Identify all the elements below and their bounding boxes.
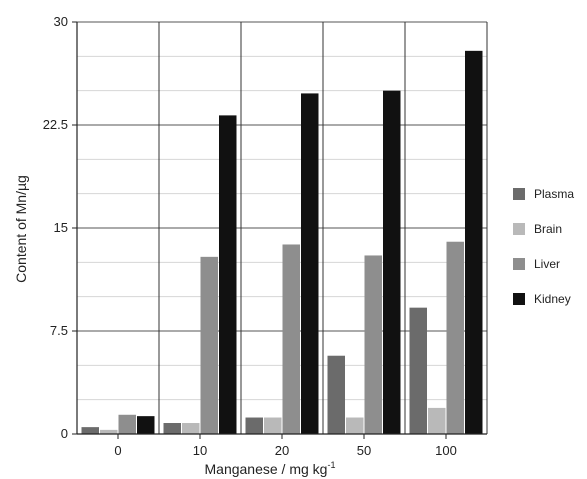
- legend-swatch: [513, 292, 525, 305]
- bar-liver-20: [282, 244, 300, 434]
- legend-label: Kidney: [534, 291, 571, 306]
- y-tick-label: 22.5: [43, 117, 68, 132]
- x-axis-label: Manganese / mg kg-1: [205, 460, 336, 477]
- bar-kidney-0: [137, 416, 155, 434]
- bar-brain-20: [264, 417, 282, 434]
- bar-brain-100: [428, 407, 446, 434]
- bar-plasma-50: [327, 355, 345, 434]
- legend-item-brain: Brain: [513, 221, 574, 236]
- bar-kidney-20: [301, 93, 319, 434]
- bar-kidney-10: [219, 115, 237, 435]
- y-tick-label: 0: [61, 426, 68, 441]
- x-tick-label: 50: [357, 443, 371, 458]
- bar-liver-0: [118, 414, 136, 434]
- bar-kidney-100: [465, 50, 483, 435]
- x-tick-label: 10: [193, 443, 207, 458]
- legend-swatch: [513, 257, 525, 270]
- bar-brain-50: [346, 417, 364, 434]
- bar-plasma-0: [81, 427, 99, 434]
- x-tick-label: 20: [275, 443, 289, 458]
- bar-liver-100: [446, 241, 464, 434]
- y-axis-label: Content of Mn/µg: [13, 175, 29, 283]
- x-axis-label-superscript: -1: [327, 460, 335, 470]
- bar-plasma-100: [409, 307, 427, 434]
- legend-swatch: [513, 187, 525, 200]
- bar-plasma-20: [245, 417, 263, 434]
- y-tick-label: 15: [54, 220, 68, 235]
- y-tick-label: 7.5: [50, 323, 68, 338]
- legend-swatch: [513, 222, 525, 235]
- bar-brain-10: [182, 423, 200, 434]
- axes: 0 7.5 15 22.5 30 0 10 20 50 100: [43, 14, 487, 458]
- legend-label: Plasma: [534, 186, 575, 201]
- legend-label: Brain: [534, 221, 563, 236]
- legend-label: Liver: [534, 256, 561, 271]
- bar-kidney-50: [383, 90, 401, 435]
- x-tick-label: 100: [435, 443, 457, 458]
- legend-item-plasma: Plasma: [513, 186, 574, 201]
- bar-liver-10: [200, 256, 218, 434]
- x-tick-label: 0: [114, 443, 121, 458]
- y-tick-label: 30: [54, 14, 68, 29]
- legend-item-kidney: Kidney: [513, 291, 574, 306]
- bar-liver-50: [364, 255, 382, 434]
- bar-brain-0: [100, 429, 118, 434]
- x-axis-label-text: Manganese / mg kg: [205, 461, 328, 477]
- bars: [81, 50, 483, 435]
- bar-plasma-10: [163, 423, 181, 434]
- legend-item-liver: Liver: [513, 256, 574, 271]
- legend: Plasma Brain Liver Kidney: [513, 186, 574, 326]
